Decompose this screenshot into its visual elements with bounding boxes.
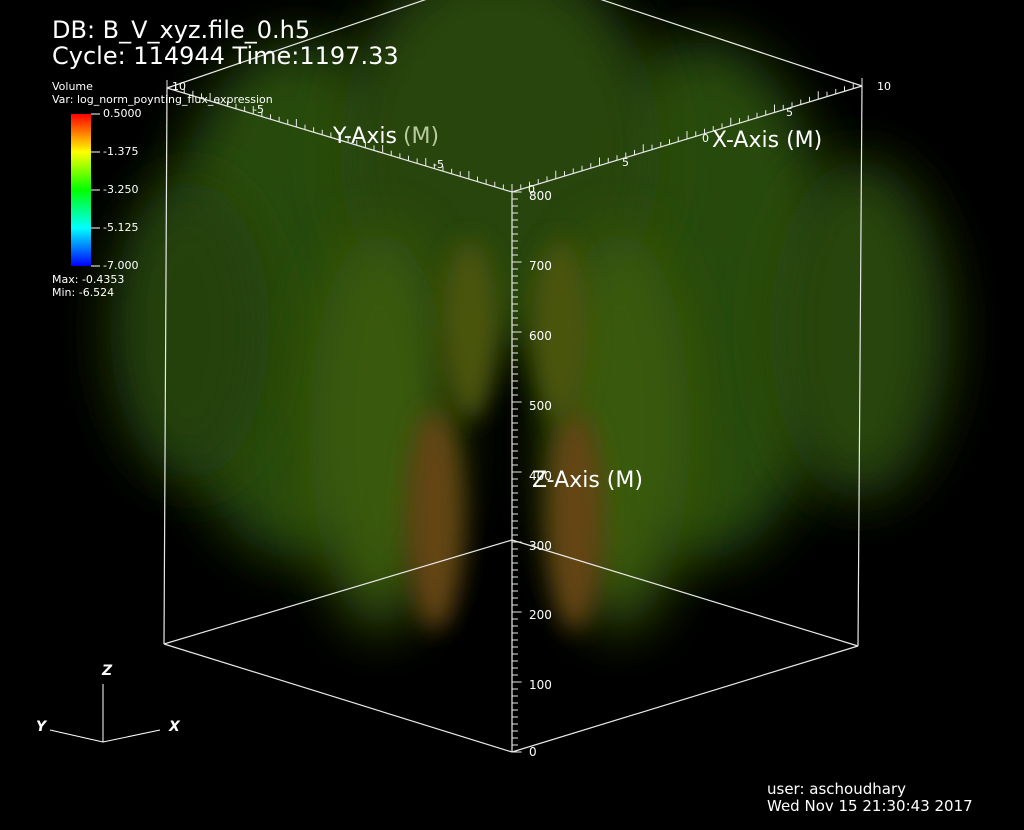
database-label: DB: B_V_xyz.file_0.h5 [52,16,311,44]
x-tick-label: 5 [622,156,629,169]
y-axis-title-unit: (M) [403,124,439,149]
z-tick-label: 100 [529,678,552,692]
z-tick-label: 600 [529,329,552,343]
legend-colorbar [71,114,91,266]
y-axis-title: Y-Axis (M) [332,124,439,149]
z-axis-tick-labels: 0 100 200 300 400 500 600 700 800 [529,189,552,759]
axis-triad-labels: Z X Y [36,663,181,735]
legend-tick-label: -3.250 [103,183,139,196]
legend-max: Max: -0.4353 [52,273,125,286]
z-tick-label: 400 [529,469,552,483]
y-tick-label: -5 [433,158,444,171]
top-tick-label: 0 [528,183,535,196]
x-tick-label: 5 [786,106,793,119]
x-axis-title: X-Axis (M) [712,128,822,153]
z-axis-title: Z-Axis (M) [532,468,643,493]
xy-tick-labels: 10 5 0 5 -5 -5 -10 0 [168,80,891,196]
footer-date: Wed Nov 15 21:30:43 2017 [767,797,973,815]
axis-triad [49,684,161,743]
y-axis-ticks [166,80,513,192]
z-tick-label: 500 [529,399,552,413]
legend-tick-label: 0.5000 [103,107,142,120]
y-axis-title-main: Y-Axis [332,124,397,149]
x-tick-label: 0 [702,132,709,145]
y-tick-label: -10 [168,80,186,93]
y-tick-label: -5 [253,103,264,116]
z-tick-label: 200 [529,608,552,622]
triad-y-label: Y [36,719,48,735]
legend-tick-label: -7.000 [103,259,139,272]
z-tick-label: 0 [529,745,537,759]
legend-tick-label: -1.375 [103,145,139,158]
z-axis-ticks [512,191,522,753]
footer-user: user: aschoudhary [767,780,906,798]
legend-tick-label: -5.125 [103,221,139,234]
cycle-time-label: Cycle: 114944 Time:1197.33 [52,42,399,70]
triad-x-label: X [168,719,181,735]
z-tick-label: 300 [529,539,552,553]
legend-min: Min: -6.524 [52,286,115,299]
z-tick-label: 800 [529,189,552,203]
x-axis-ticks [511,78,863,192]
legend-tick-marks [91,113,100,267]
x-tick-label: 10 [877,80,891,93]
legend-variable: Var: log_norm_poynting_flux_expression [52,93,273,106]
legend-title: Volume [52,80,93,93]
triad-z-label: Z [101,663,113,679]
z-tick-label: 700 [529,259,552,273]
